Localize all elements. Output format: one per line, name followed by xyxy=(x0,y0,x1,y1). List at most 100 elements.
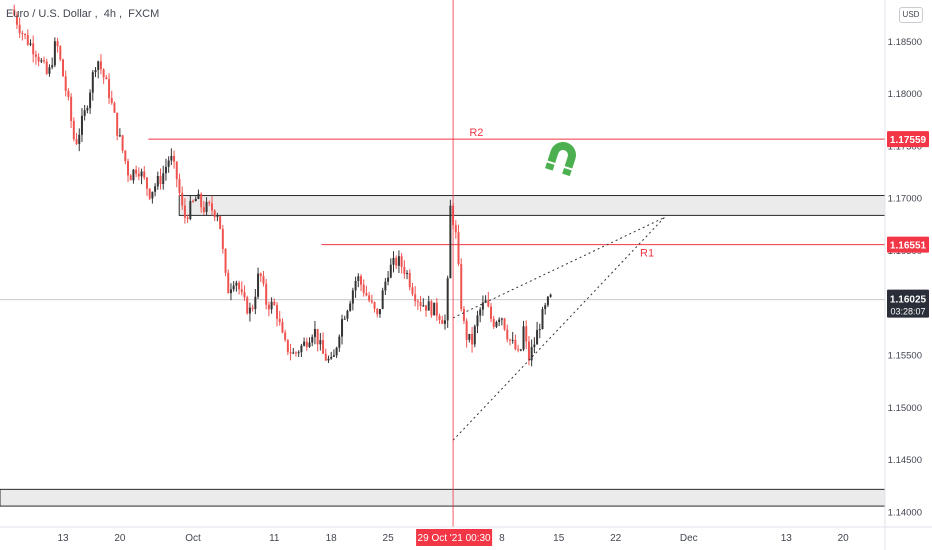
candle-body xyxy=(297,352,300,354)
candle-body xyxy=(72,121,75,140)
candle-body xyxy=(392,257,395,265)
candle-body xyxy=(338,336,341,348)
candle-body xyxy=(43,60,46,62)
candle-body xyxy=(83,110,86,116)
candle-body xyxy=(221,228,224,249)
candle-body xyxy=(137,173,140,177)
candle-body xyxy=(454,225,457,233)
candle-body xyxy=(246,297,249,314)
time-tick-label: 20 xyxy=(114,533,126,544)
candle-body xyxy=(80,115,83,135)
time-tick-label: Oct xyxy=(185,533,201,544)
candle-body xyxy=(400,256,403,267)
candle-body xyxy=(330,356,333,359)
candle-body xyxy=(243,292,246,298)
candle-body xyxy=(173,155,176,162)
candle-body xyxy=(370,300,373,303)
time-tick-label: 13 xyxy=(781,533,793,544)
candle-body xyxy=(105,77,108,80)
candle-body xyxy=(503,318,506,330)
candle-body xyxy=(508,339,511,341)
candle-body xyxy=(257,273,260,297)
candle-body xyxy=(94,70,97,73)
candle-body xyxy=(544,305,547,310)
candle-body xyxy=(37,56,40,62)
symbol-legend: Euro / U.S. Dollar, 4h, FXCM xyxy=(6,8,160,20)
legend-source: FXCM xyxy=(128,8,160,20)
candle-body xyxy=(406,272,409,274)
crosshair-date-badge xyxy=(416,529,493,546)
candle-body xyxy=(416,301,419,303)
candle-body xyxy=(381,290,384,309)
candle-body xyxy=(519,349,522,351)
candle-body xyxy=(319,340,322,345)
candle-body xyxy=(189,200,192,220)
candle-body xyxy=(438,315,441,320)
price-tick-label: 1.15000 xyxy=(888,403,922,414)
legend-interval: 4h xyxy=(103,8,116,20)
candle-body xyxy=(373,302,376,309)
trendline-2[interactable] xyxy=(452,217,665,441)
candle-body xyxy=(78,134,81,144)
level-label-r2: R2 xyxy=(469,127,483,139)
candle-body xyxy=(62,59,64,77)
trendline-1[interactable] xyxy=(452,217,665,319)
currency-button[interactable]: USD xyxy=(899,7,923,23)
candle-body xyxy=(154,186,157,192)
candle-body xyxy=(411,287,414,295)
candle-body xyxy=(70,96,73,122)
candle-body xyxy=(365,293,368,296)
candle-body xyxy=(45,61,48,74)
time-tick-label: 20 xyxy=(838,533,850,544)
candle-body xyxy=(24,33,27,35)
candle-body xyxy=(435,302,438,316)
candle-body xyxy=(102,69,105,78)
candle-body xyxy=(341,319,344,337)
candle-body xyxy=(351,290,354,304)
candle-body xyxy=(530,347,533,361)
candle-body xyxy=(536,330,539,345)
candle-body xyxy=(427,301,430,311)
candle-body xyxy=(59,46,62,60)
time-axis[interactable]: 13 20 Oct 11 18 25 8 15 22 Dec 13 20 xyxy=(57,533,849,544)
time-tick-label: 13 xyxy=(57,533,69,544)
candle-body xyxy=(238,282,241,290)
candle-body xyxy=(186,217,189,220)
candle-body xyxy=(205,202,208,212)
candle-body xyxy=(278,318,281,322)
candle-body xyxy=(156,175,159,187)
candle-body xyxy=(433,302,436,316)
candle-body xyxy=(425,305,428,311)
candle-body xyxy=(224,248,227,273)
candle-body xyxy=(124,150,127,162)
candle-body xyxy=(108,79,111,99)
candle-body xyxy=(140,171,143,177)
candle-body xyxy=(97,61,100,71)
candle-body xyxy=(281,321,284,333)
candle-body xyxy=(506,329,509,340)
candle-body xyxy=(462,309,465,321)
candle-body xyxy=(389,264,392,278)
candle-body xyxy=(498,319,501,322)
candle-body xyxy=(387,277,390,282)
candle-body xyxy=(181,192,184,206)
candle-body xyxy=(116,112,119,136)
candle-body xyxy=(294,352,297,354)
zone-rectangle[interactable] xyxy=(0,488,886,507)
candle-body xyxy=(327,358,330,361)
candle-body xyxy=(267,304,270,310)
candle-body xyxy=(492,318,495,327)
candle-body xyxy=(91,72,94,93)
candle-body xyxy=(335,347,338,356)
price-tick-label: 1.18000 xyxy=(888,89,922,100)
candle-body xyxy=(194,198,197,202)
price-tick-label: 1.14000 xyxy=(888,507,922,518)
candle-body xyxy=(446,278,449,321)
candle-body xyxy=(265,283,268,305)
candle-body xyxy=(219,216,222,229)
candle-body xyxy=(18,24,21,34)
candle-body xyxy=(495,321,498,327)
zone-rectangle[interactable] xyxy=(178,195,886,216)
